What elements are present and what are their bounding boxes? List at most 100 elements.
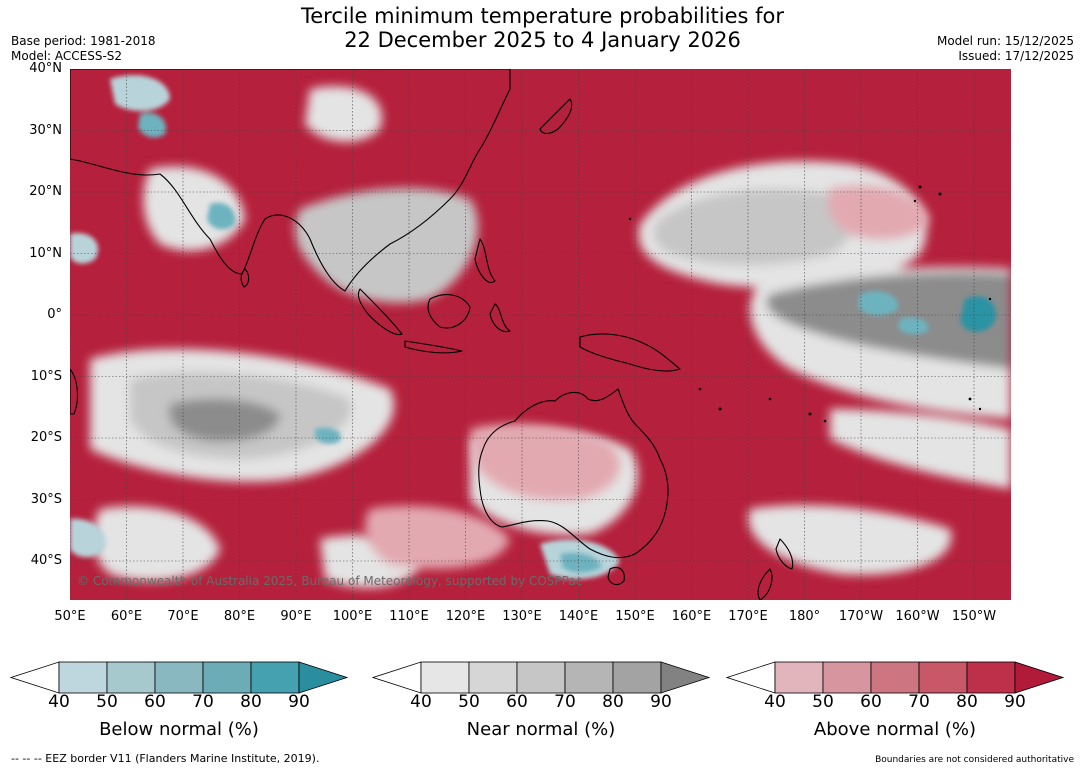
colorbar-tick-label: 70: [192, 692, 214, 712]
colorbar-segment: [612, 661, 662, 694]
java-coast: [404, 340, 463, 354]
tasmania-coast: [607, 566, 625, 586]
colorbar-tick-label: 40: [764, 692, 786, 712]
sri-lanka-coast: [240, 268, 250, 288]
colorbar-segment: [202, 661, 252, 694]
below-mid-region: [858, 291, 899, 316]
colorbar-segment: [564, 661, 614, 694]
colorbar-segment: [468, 661, 518, 694]
longitude-label: 140°E: [558, 609, 599, 624]
near-light-region: [93, 506, 220, 581]
latitude-label: 20°S: [30, 430, 62, 445]
latitude-label: 30°N: [29, 122, 62, 138]
near-normal-colorbar: [372, 661, 711, 694]
longitude-label: 180°: [788, 609, 821, 624]
colorbar-tick-label: 80: [602, 692, 624, 712]
latitude-label: 0°: [47, 307, 62, 322]
title-line-1: Tercile minimum temperature probabilitie…: [300, 4, 785, 28]
new-guinea-coast: [579, 333, 681, 372]
above-light-region: [365, 505, 510, 569]
longitude-label: 90°E: [280, 609, 312, 624]
colorbar-tick-label: 60: [506, 692, 528, 712]
copyright-note: © Commonwealth of Australia 2025, Bureau…: [77, 574, 583, 588]
colorbar-tick-label: 50: [96, 692, 118, 712]
pacific-islands: [628, 185, 992, 423]
longitude-label: 150°W: [951, 609, 997, 624]
colorbar-segment: [822, 661, 872, 694]
colorbar-title: Above normal (%): [813, 719, 977, 740]
near-light-region: [830, 409, 1011, 489]
below-mid-region: [138, 112, 166, 138]
philippines-coast: [474, 238, 496, 283]
borneo-coast: [427, 294, 471, 329]
coastlines: [70, 69, 794, 600]
below-normal-regions: [70, 75, 996, 580]
australia-coast: [478, 388, 669, 559]
below-mid-region: [315, 427, 341, 444]
above-light-region: [470, 424, 620, 500]
colorbar-tick-label: 40: [48, 692, 70, 712]
colorbar-tick-label: 60: [144, 692, 166, 712]
longitude-label: 160°W: [895, 609, 940, 624]
title-line-2: 22 December 2025 to 4 January 2026: [344, 28, 741, 52]
longitude-label: 80°E: [223, 609, 256, 624]
below-dark-region: [960, 296, 996, 332]
below-mid-region: [207, 202, 236, 230]
longitude-label: 60°E: [110, 609, 143, 624]
colorbar-high-extension: [298, 661, 349, 694]
eez-note: -- -- -- EEZ border V11 (Flanders Marine…: [11, 752, 320, 765]
colorbar-segment: [774, 661, 824, 694]
near-mid-region: [653, 189, 853, 266]
base-period-text: Base period: 1981-2018: [11, 34, 156, 48]
colorbar-low-extension: [10, 661, 60, 694]
colorbar-tick-label: 90: [650, 692, 672, 712]
colorbar-tick-label: 80: [956, 692, 978, 712]
probability-map: [70, 69, 1011, 600]
longitude-label: 170°W: [838, 609, 884, 624]
colorbar-title: Near normal (%): [466, 719, 616, 740]
above-normal-light-regions: [365, 185, 930, 569]
colorbar-tick-label: 60: [860, 692, 882, 712]
colorbar-tick-label: 70: [908, 692, 930, 712]
longitude-label: 100°E: [332, 609, 373, 624]
below-mid-region: [898, 317, 929, 335]
latitude-label: 20°N: [29, 184, 62, 199]
colorbar-segment: [154, 661, 204, 694]
latitude-label: 10°S: [30, 368, 62, 384]
colorbar-tick-label: 90: [288, 692, 310, 712]
near-light-region: [143, 166, 245, 251]
meta-right: Model run: 15/12/2025 Issued: 17/12/2025: [937, 34, 1074, 64]
latitude-label: 10°N: [29, 245, 62, 261]
colorbar-low-extension: [726, 661, 776, 694]
longitude-label: 110°E: [389, 609, 429, 624]
graticule-grid: [70, 69, 1011, 600]
new-zealand-north: [775, 538, 794, 570]
below-mid-region: [560, 552, 602, 573]
sulawesi-coast: [489, 303, 511, 333]
colorbar-title: Below normal (%): [99, 719, 259, 740]
near-mid-region: [295, 188, 478, 303]
colorbar-segment: [870, 661, 920, 694]
longitude-label: 120°E: [445, 609, 486, 624]
longitude-label: 50°E: [54, 609, 86, 624]
model-run-text: Model run: 15/12/2025: [936, 34, 1074, 48]
disclaimer-note: Boundaries are not considered authoritat…: [875, 755, 1074, 765]
above-light-region: [828, 185, 930, 239]
madagascar-coast: [70, 368, 79, 415]
colorbar-tick-label: 90: [1004, 692, 1026, 712]
colorbar-tick-label: 40: [410, 692, 432, 712]
below-light-region: [70, 233, 99, 264]
longitude-label: 150°E: [615, 609, 655, 624]
issued-text: Issued: 17/12/2025: [958, 49, 1074, 63]
above-normal-colorbar: [726, 661, 1065, 694]
longitude-label: 170°E: [728, 609, 768, 624]
near-dark-region: [169, 398, 280, 442]
colorbar-high-extension: [660, 661, 711, 694]
below-light-region: [70, 518, 106, 558]
colorbar-tick-label: 50: [458, 692, 480, 712]
asia-coast: [70, 69, 511, 292]
latitude-label: 40°N: [29, 61, 62, 76]
below-light-region: [110, 75, 170, 111]
below-normal-colorbar: [10, 661, 349, 694]
new-zealand-south: [757, 568, 773, 600]
